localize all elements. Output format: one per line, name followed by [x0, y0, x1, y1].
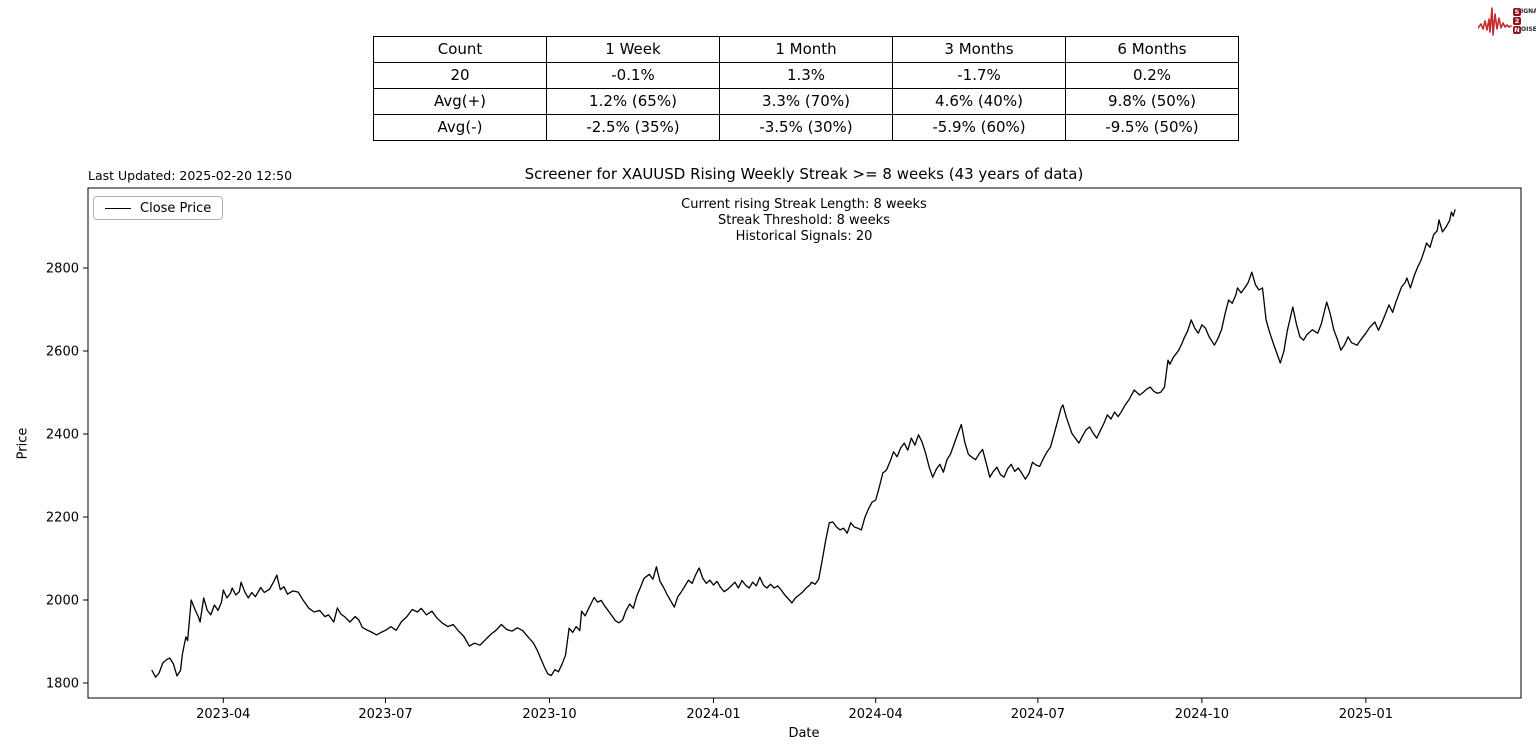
stats-cell: -3.5% (30%): [719, 114, 893, 141]
stats-cell: -1.7%: [892, 62, 1066, 89]
y-tick-label: 2800: [46, 262, 79, 277]
stats-header-cell: 1 Week: [546, 36, 720, 63]
stats-cell: -9.5% (50%): [1065, 114, 1239, 141]
x-axis-label: Date: [788, 726, 820, 741]
stats-cell: -0.1%: [546, 62, 720, 89]
y-tick-label: 2200: [46, 511, 79, 526]
legend-line-sample: [105, 207, 131, 209]
stats-cell: -5.9% (60%): [892, 114, 1066, 141]
stats-table: Count 1 Week 1 Month 3 Months 6 Months 20 -0.…: [373, 36, 1239, 141]
logo-text-row: 2: [1513, 17, 1536, 25]
stats-cell: 1.2% (65%): [546, 88, 720, 115]
stats-row: Avg(+) 1.2% (65%) 3.3% (70%) 4.6% (40%) 9.8%…: [373, 88, 1239, 115]
stats-cell: 3.3% (70%): [719, 88, 893, 115]
legend-label: Close Price: [140, 200, 212, 216]
plot-frame: [87, 187, 1522, 699]
stats-cell: -2.5% (35%): [546, 114, 720, 141]
stats-header-cell: 6 Months: [1065, 36, 1239, 63]
stats-cell: 9.8% (50%): [1065, 88, 1239, 115]
stats-cell: Avg(-): [373, 114, 547, 141]
annotation-streak-threshold: Streak Threshold: 8 weeks: [718, 213, 890, 228]
x-tick-label: 2024-04: [849, 707, 903, 722]
annotation-streak-length: Current rising Streak Length: 8 weeks: [681, 197, 927, 212]
signal2noise-logo: SIGNAL2NOISE: [1478, 4, 1536, 38]
logo-letter-box: N: [1513, 26, 1521, 34]
chart-title: Screener for XAUUSD Rising Weekly Streak…: [524, 165, 1084, 183]
y-tick-label: 2600: [46, 345, 79, 360]
x-tick-label: 2025-01: [1339, 707, 1393, 722]
stats-header-cell: Count: [373, 36, 547, 63]
stats-row: Avg(-) -2.5% (35%) -3.5% (30%) -5.9% (60%) -…: [373, 114, 1239, 141]
logo-text: SIGNAL2NOISE: [1513, 8, 1536, 34]
y-tick-label: 2000: [46, 594, 79, 609]
stats-header-cell: 3 Months: [892, 36, 1066, 63]
last-updated-label: Last Updated: 2025-02-20 12:50: [88, 168, 293, 183]
logo-text-row: SIGNAL: [1513, 8, 1536, 16]
stats-row: 20 -0.1% 1.3% -1.7% 0.2%: [373, 62, 1239, 89]
x-tick-label: 2023-10: [522, 707, 576, 722]
stats-table-body: 20 -0.1% 1.3% -1.7% 0.2% Avg(+) 1.2% (65%) 3.3%…: [373, 62, 1239, 141]
y-tick-label: 2400: [46, 428, 79, 443]
legend-close-price: Close Price: [93, 196, 224, 220]
logo-text-row: N OISE: [1513, 26, 1536, 34]
stats-cell: 1.3%: [719, 62, 893, 89]
stats-cell: 4.6% (40%): [892, 88, 1066, 115]
logo-letter-box: S: [1513, 8, 1521, 16]
stats-cell: 0.2%: [1065, 62, 1239, 89]
logo-letters: IGNAL: [1521, 8, 1536, 15]
annotation-historical-signals: Historical Signals: 20: [735, 229, 873, 244]
y-tick-label: 1800: [46, 677, 79, 692]
x-tick-label: 2024-01: [686, 707, 740, 722]
x-tick-label: 2023-04: [196, 707, 250, 722]
x-tick-label: 2024-10: [1175, 707, 1229, 722]
x-tick-label: 2024-07: [1011, 707, 1065, 722]
logo-letter-box: 2: [1513, 17, 1521, 25]
stats-table-header: Count 1 Week 1 Month 3 Months 6 Months: [373, 36, 1239, 63]
close-price-line: [151, 209, 1456, 678]
stats-cell: Avg(+): [373, 88, 547, 115]
logo-letters: OISE: [1521, 26, 1536, 33]
x-tick-label: 2023-07: [358, 707, 412, 722]
logo-waveform-icon: [1478, 7, 1512, 36]
